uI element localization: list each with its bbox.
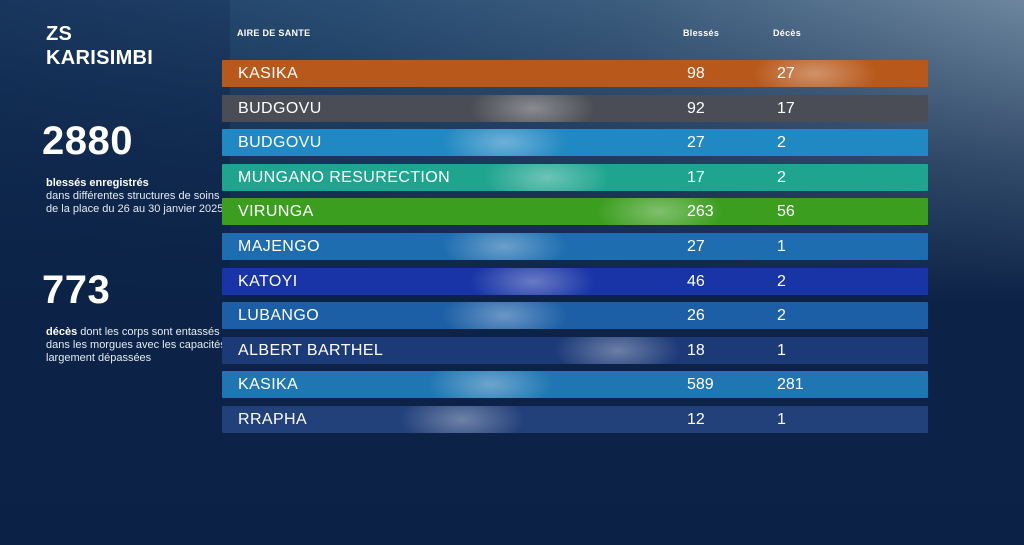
column-header-injured: Blessés: [683, 28, 720, 38]
deaths-description-text: dont les corps sont entassés dans les mo…: [46, 326, 226, 364]
table-row: BUDGOVU 92 17: [222, 94, 928, 122]
row-deaths-value: 56: [777, 203, 795, 221]
row-injured-value: 18: [687, 341, 705, 359]
column-header-area: AIRE DE SANTE: [237, 28, 311, 38]
row-area-name: BUDGOVU: [238, 99, 322, 117]
deaths-description: décès dont les corps sont entassés dans …: [46, 326, 226, 365]
row-area-name: LUBANGO: [238, 307, 320, 325]
row-injured-value: 589: [687, 376, 714, 394]
table-row: LUBANGO 26 2: [222, 302, 928, 330]
table-row: MAJENGO 27 1: [222, 233, 928, 260]
row-area-name: VIRUNGA: [238, 203, 314, 221]
row-deaths-value: 1: [777, 411, 786, 428]
table-row: RRAPHA 12 1: [222, 406, 928, 433]
bottom-fade: [0, 420, 1024, 545]
row-injured-value: 12: [687, 411, 705, 428]
row-area-name: MUNGANO RESURECTION: [238, 168, 451, 186]
column-header-deaths: Décès: [773, 28, 802, 38]
row-deaths-value: 27: [777, 65, 795, 82]
row-injured-value: 92: [687, 99, 705, 117]
table-row: ALBERT BARTHEL 18 1: [222, 336, 928, 364]
row-area-name: RRAPHA: [238, 411, 308, 428]
row-deaths-value: 1: [777, 341, 786, 359]
row-deaths-value: 281: [777, 376, 804, 394]
row-area-name: KATOYI: [238, 272, 298, 290]
table-row: KASIKA 98 27: [222, 60, 928, 87]
row-area-name: ALBERT BARTHEL: [238, 341, 384, 359]
injured-total: 2880: [42, 119, 133, 163]
row-deaths-value: 2: [777, 168, 786, 186]
row-area-name: KASIKA: [238, 376, 299, 394]
row-area-name: BUDGOVU: [238, 134, 322, 152]
table-row: KASIKA 589 281: [222, 371, 928, 399]
row-injured-value: 17: [687, 168, 705, 186]
injured-description: blessés enregistrés dans différentes str…: [46, 177, 226, 216]
injured-description-text: dans différentes structures de soins de …: [46, 190, 224, 215]
row-area-name: MAJENGO: [238, 238, 320, 255]
row-deaths-value: 2: [777, 134, 786, 152]
row-injured-value: 98: [687, 65, 705, 82]
row-injured-value: 46: [687, 272, 705, 290]
deaths-total: 773: [42, 268, 111, 312]
row-deaths-value: 17: [777, 99, 795, 117]
injured-description-bold: blessés enregistrés: [46, 177, 149, 189]
row-injured-value: 26: [687, 307, 705, 325]
row-deaths-value: 2: [777, 307, 786, 325]
row-deaths-value: 2: [777, 272, 786, 290]
table-row: MUNGANO RESURECTION 17 2: [222, 163, 928, 191]
row-deaths-value: 1: [777, 238, 786, 255]
row-injured-value: 27: [687, 238, 705, 255]
table-row: KATOYI 46 2: [222, 267, 928, 295]
zone-title: ZS KARISIMBI: [46, 23, 154, 69]
deaths-description-bold: décès: [46, 326, 78, 338]
row-area-name: KASIKA: [238, 65, 299, 82]
table-row: VIRUNGA 263 56: [222, 198, 928, 226]
row-injured-value: 263: [687, 203, 714, 221]
table-row: BUDGOVU 27 2: [222, 129, 928, 157]
row-injured-value: 27: [687, 134, 705, 152]
